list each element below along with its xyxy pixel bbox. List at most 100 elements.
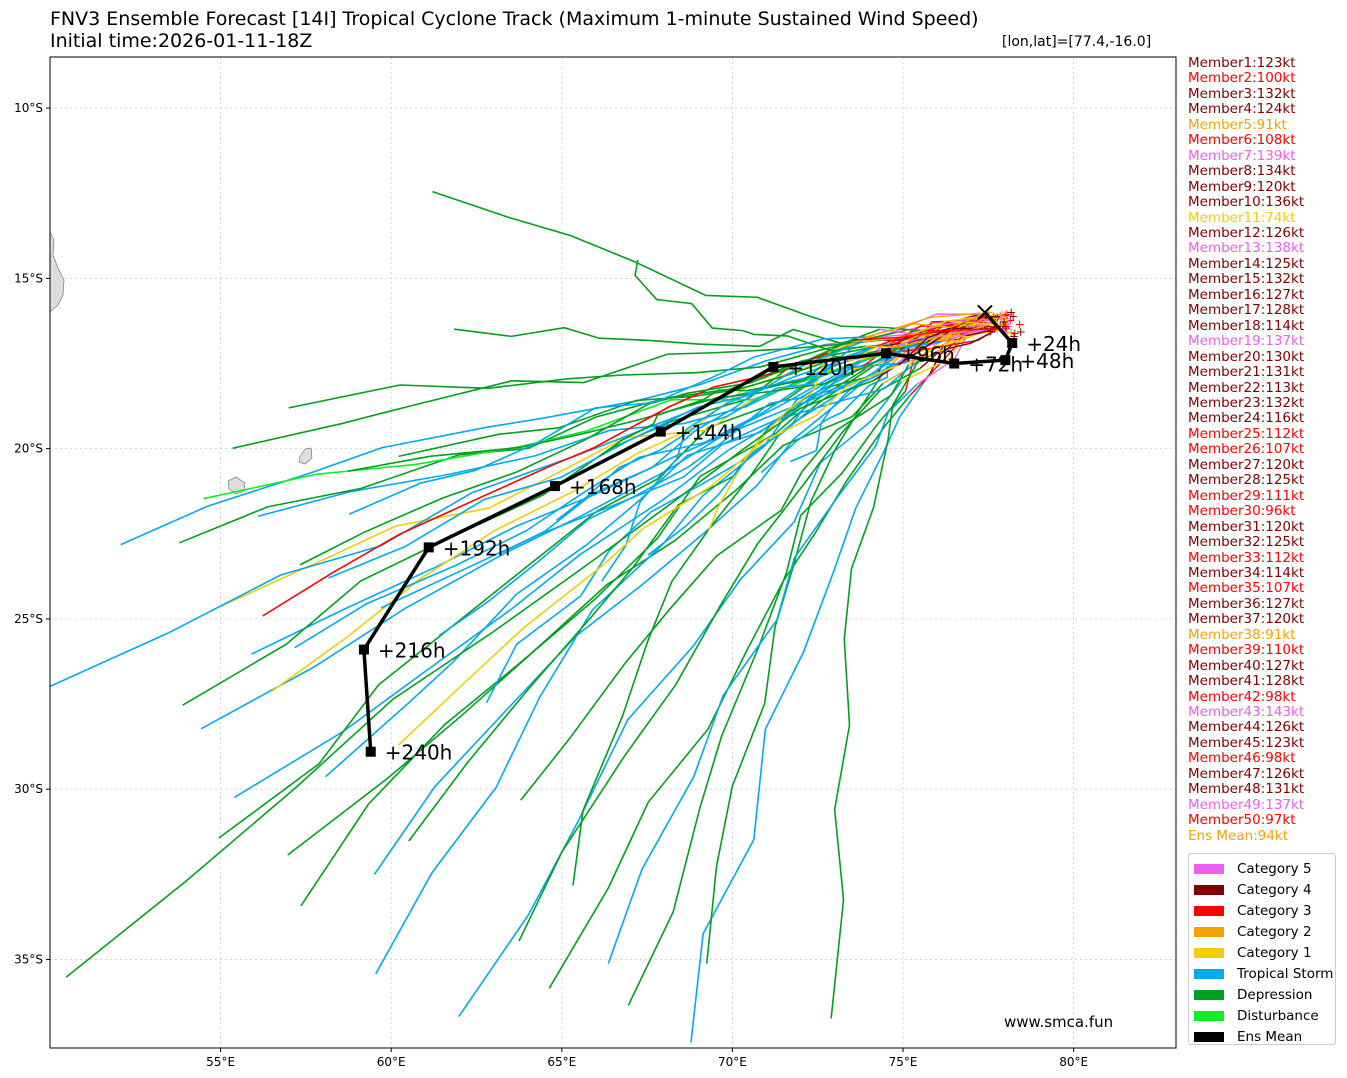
member-end-marker: +	[999, 315, 1009, 329]
coordinate-readout: [lon,lat]=[77.4,-16.0]	[1002, 34, 1152, 50]
member-end-marker: +	[999, 322, 1009, 336]
member-end-marker: +	[1000, 309, 1010, 323]
member-entry: Member24:116kt	[1188, 410, 1305, 427]
mean-point-marker	[423, 542, 434, 553]
forecast-hour-label: +72h	[968, 352, 1023, 376]
lat-tick-label: 30°S	[14, 782, 43, 796]
member-entry: Member21:131kt	[1188, 364, 1305, 381]
legend: Category 5 Category 4 Category 3 Category 2…	[1188, 853, 1336, 1045]
madagascar-coast	[50, 231, 65, 313]
lon-tick-label: 75°E	[889, 1055, 918, 1069]
member-track	[380, 358, 921, 609]
member-entry: Member43:143kt	[1188, 704, 1305, 721]
member-track	[789, 340, 943, 463]
member-track	[397, 364, 899, 746]
member-track	[65, 379, 874, 978]
member-entry: Member5:91kt	[1188, 116, 1287, 133]
legend-label: Category 3	[1237, 902, 1312, 919]
member-entry: Member32:125kt	[1188, 534, 1305, 551]
member-end-marker: +	[1010, 326, 1020, 340]
member-track-head	[862, 320, 997, 343]
member-end-marker: +	[999, 312, 1009, 326]
forecast-hour-label: +192h	[443, 536, 511, 560]
mean-point-marker	[655, 426, 666, 437]
legend-label: Tropical Storm	[1237, 965, 1334, 982]
member-end-marker: +	[997, 310, 1007, 324]
member-end-marker: +	[1015, 317, 1025, 331]
member-track	[299, 339, 854, 566]
member-end-marker: +	[1003, 315, 1013, 329]
legend-swatch	[1194, 989, 1224, 1000]
member-end-marker: +	[1000, 318, 1010, 332]
member-track-head	[865, 312, 987, 338]
legend-item: Category 2	[1194, 921, 1335, 942]
legend-swatch	[1194, 947, 1224, 958]
member-entry: Member33:112kt	[1188, 549, 1305, 566]
member-entry: Member8:134kt	[1188, 163, 1296, 180]
member-entry: Member20:130kt	[1188, 348, 1305, 365]
member-track-head	[879, 318, 996, 335]
member-entry: Member22:113kt	[1188, 379, 1305, 396]
mean-point-marker	[365, 746, 376, 757]
member-entry: Member28:125kt	[1188, 472, 1305, 489]
legend-label: Category 2	[1237, 923, 1312, 940]
member-end-marker: +	[1006, 306, 1016, 320]
member-end-marker: +	[995, 309, 1005, 323]
member-entry: Member16:127kt	[1188, 286, 1305, 303]
legend-item: Ens Mean	[1194, 1026, 1335, 1047]
member-track	[830, 358, 921, 1019]
member-track	[760, 339, 935, 474]
plot-frame	[49, 56, 1177, 1049]
member-entry: Member12:126kt	[1188, 224, 1305, 241]
lon-tick-label: 60°E	[377, 1055, 406, 1069]
member-track	[518, 367, 921, 942]
member-entry: Member17:128kt	[1188, 302, 1305, 319]
member-track	[647, 330, 944, 556]
lat-tick-label: 35°S	[14, 952, 43, 966]
member-entry: Member39:110kt	[1188, 642, 1305, 659]
member-entry: Member42:98kt	[1188, 688, 1296, 705]
member-entry: Member14:125kt	[1188, 255, 1305, 272]
member-track	[548, 394, 911, 989]
mean-point-marker	[880, 348, 891, 359]
member-entry: Member25:112kt	[1188, 425, 1305, 442]
member-entry: Member34:114kt	[1188, 564, 1305, 581]
member-end-marker: +	[1000, 312, 1010, 326]
forecast-hour-label: +168h	[569, 475, 637, 499]
member-entry: Member45:123kt	[1188, 734, 1305, 751]
member-end-marker: +	[978, 319, 988, 333]
member-track	[200, 357, 890, 730]
lon-tick-label: 80°E	[1059, 1055, 1088, 1069]
forecast-hour-label: +120h	[787, 356, 855, 380]
member-track	[432, 190, 926, 333]
lat-tick-label: 20°S	[14, 442, 43, 456]
member-entry: Member3:132kt	[1188, 85, 1296, 102]
member-track	[348, 336, 866, 515]
ensemble-mean-track: +24h+48h+72h +96h +120h +144h +168h +192h +216…	[358, 304, 1081, 765]
member-entry: Member4:124kt	[1188, 101, 1296, 118]
member-entry: Member40:127kt	[1188, 657, 1305, 674]
member-entry: Ens Mean:94kt	[1188, 827, 1289, 844]
lon-tick-label: 70°E	[718, 1055, 747, 1069]
reunion-island	[227, 476, 246, 495]
member-end-marker: +	[990, 311, 1000, 325]
member-entry: Member44:126kt	[1188, 719, 1305, 736]
member-end-marker: +	[983, 306, 993, 320]
legend-label: Category 4	[1237, 881, 1312, 898]
member-end-marker: +	[991, 311, 1001, 325]
legend-label: Disturbance	[1237, 1007, 1319, 1024]
mean-point-marker	[358, 644, 369, 655]
member-entry: Member18:114kt	[1188, 317, 1305, 334]
member-entry: Member38:91kt	[1188, 626, 1296, 643]
legend-swatch	[1194, 926, 1224, 937]
member-end-marker: +	[1000, 319, 1010, 333]
member-entry: Member19:137kt	[1188, 333, 1305, 350]
map-title: FNV3 Ensemble Forecast [14I] Tropical Cy…	[50, 8, 979, 30]
lon-tick-label: 55°E	[206, 1055, 235, 1069]
member-end-marker: +	[1005, 313, 1015, 327]
member-track	[218, 364, 836, 839]
initial-time: Initial time:2026-01-11-18Z	[50, 30, 313, 52]
forecast-hour-label: +240h	[385, 741, 453, 765]
member-end-marker: +	[993, 324, 1003, 338]
